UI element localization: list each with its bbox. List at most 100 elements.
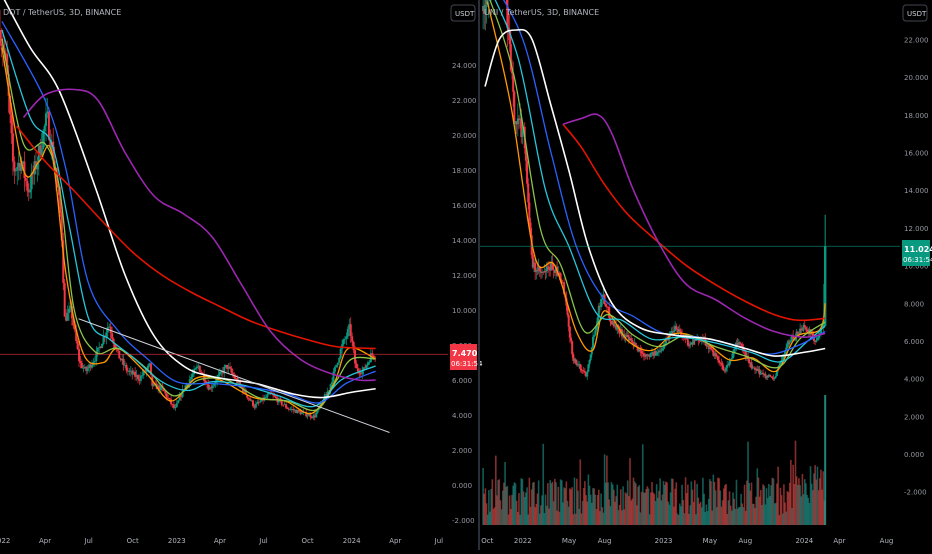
candle-body — [167, 397, 170, 399]
volume-bar — [674, 488, 676, 525]
right-plot-area — [480, 0, 900, 525]
volume-bar — [604, 482, 607, 525]
volume-bar — [764, 504, 767, 525]
right-chart-panel[interactable]: 22.000 20.000 18.000 16.000 14.000 12.000 10.0… — [480, 0, 929, 545]
candle-body — [509, 44, 512, 71]
left-symbol-title[interactable]: DOT / TetherUS, 3D, BINANCE — [3, 8, 121, 17]
candle-body — [656, 352, 659, 354]
volume-bar — [688, 513, 690, 525]
candle-body — [182, 388, 185, 390]
candle-body — [162, 387, 165, 392]
candle-body — [736, 343, 739, 345]
volume-bar — [655, 484, 658, 525]
candle-body — [567, 315, 570, 327]
candle-body — [79, 361, 82, 363]
candle-body — [749, 362, 752, 364]
candle-body — [812, 337, 815, 341]
left-chart-panel[interactable]: 24.000 22.000 20.000 18.000 16.000 14.000 12.0… — [0, 0, 477, 545]
volume-bar — [638, 485, 641, 525]
candle-body — [47, 111, 50, 140]
candle-body — [767, 374, 770, 377]
candle-body — [289, 408, 292, 410]
volume-bar — [635, 483, 637, 525]
candle-body — [707, 345, 710, 349]
candle-body — [772, 378, 775, 379]
volume-bar — [742, 507, 745, 525]
volume-bar — [646, 486, 649, 525]
right-unit-button[interactable]: USDT — [902, 4, 928, 22]
candle-body — [822, 324, 825, 328]
candle-body — [566, 305, 569, 316]
candle-body — [674, 326, 677, 331]
volume-bar — [658, 490, 660, 525]
right-x-tick-label: 2023 — [655, 537, 673, 545]
candle-body — [70, 305, 73, 319]
volume-bar — [645, 488, 648, 525]
volume-bar — [510, 509, 512, 525]
candle-body — [587, 364, 590, 372]
volume-bar — [498, 479, 501, 525]
candle-body — [788, 341, 791, 343]
right-moving-average-teal — [494, 0, 826, 363]
left-x-tick-label: Oct — [302, 537, 314, 545]
candle-body — [484, 4, 487, 14]
candle-body — [300, 412, 303, 415]
left-y-tick-label: 18.000 — [452, 167, 477, 175]
candle-body — [648, 354, 651, 357]
volume-bar — [822, 471, 825, 525]
right-x-tick-label: Aug — [739, 537, 753, 545]
volume-bar — [806, 494, 808, 525]
volume-bar — [794, 440, 797, 525]
candle-body — [786, 344, 789, 348]
candle-body — [689, 344, 692, 346]
candle-body — [720, 362, 723, 364]
volume-bar — [518, 493, 520, 525]
panel-divider[interactable] — [478, 0, 480, 550]
candle-body — [0, 43, 3, 46]
volume-bar — [776, 483, 778, 525]
volume-bar — [676, 513, 679, 525]
volume-bar — [532, 482, 534, 525]
candle-body — [675, 326, 678, 330]
volume-bar — [780, 495, 783, 525]
candle-body — [713, 353, 716, 356]
volume-bar — [530, 489, 533, 525]
candle-body — [83, 366, 86, 368]
right-moving-average-purple — [562, 113, 826, 338]
volume-bar — [513, 482, 516, 525]
left-y-tick-label: 22.000 — [452, 97, 477, 105]
volume-bar — [485, 503, 488, 525]
candle-body — [205, 383, 208, 385]
right-x-tick-label: Aug — [598, 537, 612, 545]
volume-bar — [809, 466, 812, 525]
left-unit-button[interactable]: USDT — [450, 4, 476, 22]
volume-bar — [516, 511, 519, 525]
volume-bar — [800, 496, 803, 525]
candle-body — [554, 266, 557, 273]
volume-bar — [610, 482, 613, 525]
candle-body — [757, 369, 760, 371]
left-unit-label: USDT — [455, 10, 475, 18]
right-y-tick-label: 22.000 — [904, 36, 929, 44]
candle-body — [625, 335, 628, 337]
candle-body — [677, 329, 680, 332]
candle-body — [14, 170, 17, 172]
right-x-tick-label: Aug — [880, 537, 894, 545]
volume-bar — [579, 459, 582, 525]
volume-bar — [661, 494, 664, 525]
candle-body — [144, 370, 147, 372]
volume-bar — [521, 479, 524, 525]
right-x-tick-label: 2022 — [514, 537, 532, 545]
candle-body — [534, 262, 537, 272]
volume-bar — [751, 503, 754, 525]
volume-bar — [613, 489, 615, 525]
candle-body — [36, 162, 39, 170]
candle-body — [642, 353, 645, 357]
candle-body — [604, 304, 607, 307]
candle-body — [101, 344, 104, 349]
right-symbol-title[interactable]: UNI / TetherUS, 3D, BINANCE — [484, 8, 599, 17]
candle-body — [32, 172, 35, 175]
left-x-tick-label: Jul — [434, 537, 444, 545]
candle-body — [632, 342, 635, 346]
